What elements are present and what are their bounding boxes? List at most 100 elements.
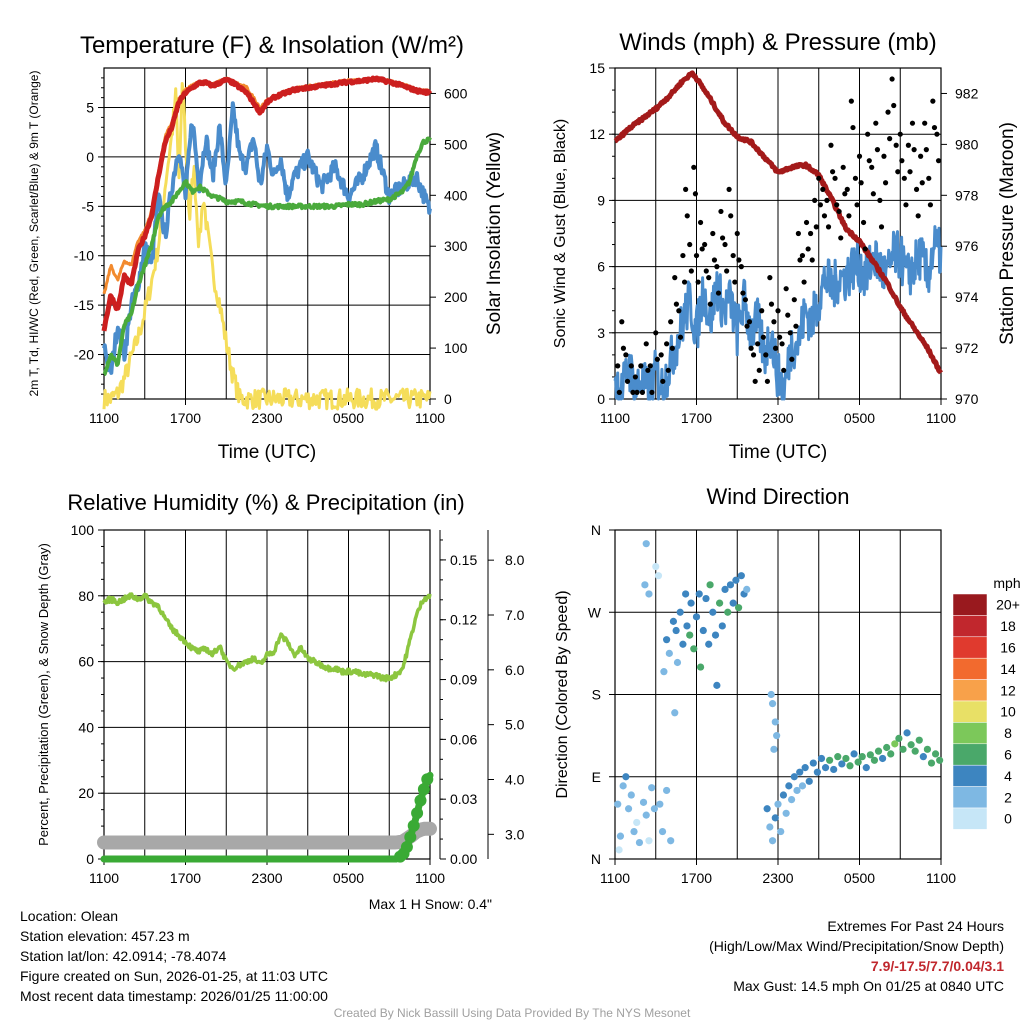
temperature-x-tick-label: 1100: [89, 410, 119, 426]
humidity-y-tick-label: 20: [78, 785, 94, 801]
station-info: Location: Olean Station elevation: 457.2…: [20, 906, 328, 1006]
winds-y-tick-label: 12: [589, 126, 605, 142]
direction-point: [817, 754, 826, 763]
gust-point: [647, 363, 653, 369]
gust-point: [830, 169, 836, 175]
winds-x-tick-label: 2300: [762, 410, 793, 426]
direction-point: [774, 800, 782, 808]
humidity-y-tick-label: 40: [78, 719, 94, 735]
gust-point: [922, 120, 928, 126]
gust-point: [860, 219, 867, 226]
gust-point: [882, 180, 889, 186]
direction-point: [874, 747, 883, 755]
gust-point: [783, 286, 789, 292]
temperature-x-tick-label: 1100: [415, 410, 445, 426]
extremes-panel: Extremes For Past 24 Hours (High/Low/Max…: [709, 916, 1004, 996]
colorbar-label: 14: [1000, 661, 1016, 677]
direction-point: [615, 846, 623, 854]
gust-point: [683, 186, 689, 192]
winds-y-tick-label: 6: [597, 259, 605, 275]
wind-direction-ylabel: Direction (Colored By Speed): [554, 590, 571, 798]
temperature-y2-tick-label: 200: [444, 289, 468, 305]
humidity-title: Relative Humidity (%) & Precipitation (i…: [67, 490, 464, 515]
solar-line: [102, 82, 432, 411]
colorbar-swatch: [952, 679, 988, 702]
gust-point: [856, 153, 863, 159]
gust-point: [738, 264, 744, 270]
direction-point: [883, 743, 891, 752]
humidity-panel: 100 80 60 40 20 0 1100 1700 2300 0500 1100 0.15 0.12…: [36, 490, 525, 886]
gust-point: [824, 197, 830, 203]
gust-point: [734, 230, 740, 237]
direction-point: [903, 729, 911, 737]
pressure-line: [613, 70, 944, 375]
direction-point: [931, 750, 940, 758]
gust-point: [763, 352, 769, 358]
winds-y-tick-label: 15: [589, 60, 605, 76]
direction-point: [724, 608, 732, 616]
gust-point: [915, 213, 921, 219]
rh-line: [102, 592, 432, 683]
gust-point: [691, 164, 697, 170]
station-latlon: Station lat/lon: 42.0914; -78.4074: [20, 948, 227, 964]
gust-point: [816, 175, 822, 181]
gust-point: [848, 98, 854, 104]
direction-point: [660, 668, 668, 676]
direction-point: [854, 758, 862, 766]
direction-point: [771, 814, 779, 822]
gust-point: [673, 301, 679, 307]
humidity-y-tick-label: 60: [78, 654, 94, 670]
gust-point: [865, 131, 871, 137]
wind-direction-y-tick-label: W: [588, 604, 602, 620]
direction-point: [699, 626, 707, 635]
gust-point: [905, 142, 912, 148]
gust-point: [630, 389, 636, 395]
direction-point: [645, 837, 653, 845]
temperature-x-tick-label: 1700: [170, 410, 201, 426]
colorbar-swatch: [952, 786, 988, 809]
gust-point: [726, 186, 732, 192]
precip-tick-label: 0.09: [450, 672, 477, 688]
winds-y-tick-label: 3: [597, 325, 605, 341]
direction-point: [891, 740, 899, 748]
direction-point: [673, 658, 682, 667]
gust-point: [893, 142, 899, 148]
direction-point: [830, 765, 838, 774]
gust-point: [628, 363, 634, 369]
direction-point: [690, 645, 698, 653]
gust-point: [619, 319, 625, 325]
wind-direction-y-tick-label: S: [592, 687, 601, 703]
winds-y2-tick-label: 976: [955, 238, 979, 254]
gust-point: [836, 208, 842, 215]
direction-point: [702, 594, 710, 603]
temperature-panel: 1100 1700 2300 0500 1100 5 0 -5 -10 -15 -20 600 500 4…: [27, 32, 505, 463]
gust-point: [722, 241, 728, 248]
temperature-y-tick-label: -10: [74, 248, 94, 264]
winds-y2-tick-label: 982: [955, 85, 979, 101]
gust-point: [913, 186, 920, 192]
precip-point: [400, 841, 413, 854]
figure-created: Figure created on Sun, 2026-01-25, at 11…: [20, 968, 328, 984]
direction-point: [919, 753, 927, 761]
gust-point: [926, 175, 932, 181]
wind-direction-y-tick-label: N: [591, 851, 601, 867]
direction-point: [705, 640, 713, 648]
colorbar-label: 12: [1000, 682, 1016, 698]
gust-point: [927, 202, 934, 208]
direction-point: [899, 745, 907, 753]
colorbar-label: 6: [1004, 747, 1012, 763]
extremes-subtitle: (High/Low/Max Wind/Precipitation/Snow De…: [709, 938, 1004, 954]
direction-point: [821, 764, 830, 772]
direction-point: [635, 838, 644, 847]
direction-point: [779, 791, 788, 799]
gust-point: [812, 197, 818, 203]
gust-point: [756, 367, 762, 373]
humidity-y-tick-label: 0: [86, 851, 94, 867]
direction-point: [616, 832, 625, 840]
gust-point: [785, 312, 791, 318]
winds-y2-tick-label: 974: [955, 289, 979, 305]
direction-point: [737, 572, 745, 580]
colorbar-swatch: [952, 722, 988, 745]
direction-point: [907, 741, 915, 749]
temperature-y-tick-label: 5: [86, 100, 94, 116]
